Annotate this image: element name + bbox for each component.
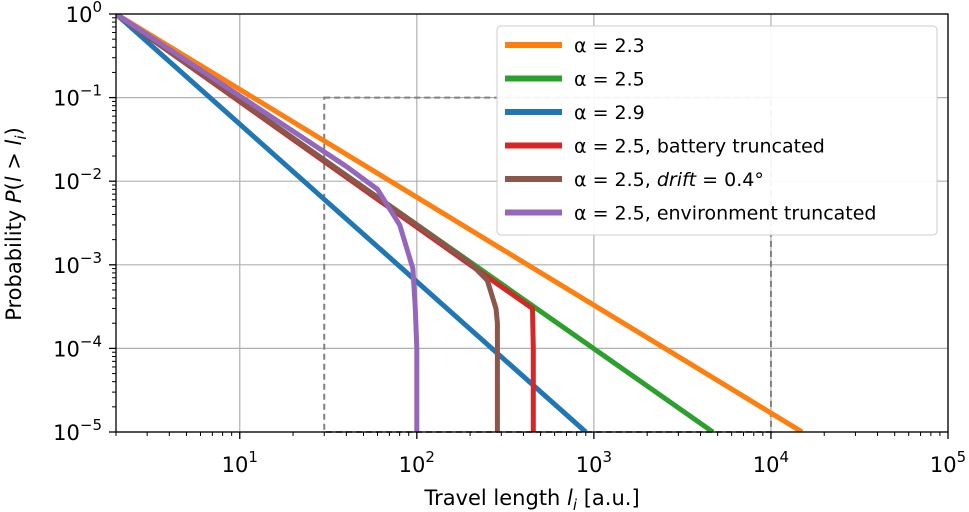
- series-line-5: [116, 14, 420, 432]
- y-tick-label: 10−1: [53, 82, 102, 111]
- y-tick-label: 10−4: [53, 332, 102, 361]
- series-line-2: [116, 14, 588, 432]
- legend: α = 2.3 α = 2.5 α = 2.9 α = 2.5, battery tr…: [496, 25, 938, 236]
- series-lines: [116, 14, 804, 432]
- series-line-0: [116, 14, 804, 432]
- y-tick-label: 100: [66, 0, 102, 27]
- legend-box: [496, 25, 938, 236]
- legend-label-2: α = 2.9: [574, 102, 645, 124]
- legend-label-0: α = 2.3: [574, 35, 645, 57]
- x-axis-label: Travel length li [a.u.]: [423, 486, 639, 512]
- y-tick-label: 10−2: [53, 165, 102, 194]
- y-tick-labels: 100 10−1 10−2 10−3 10−4 10−5: [53, 0, 102, 445]
- plot-frame: [115, 13, 949, 433]
- x-tick-label: 104: [753, 448, 789, 477]
- x-tick-label: 102: [399, 448, 435, 477]
- legend-label-3: α = 2.5, battery truncated: [574, 136, 825, 158]
- x-tick-label: 101: [222, 448, 258, 477]
- tick-marks: [109, 13, 949, 439]
- legend-label-1: α = 2.5: [574, 69, 645, 91]
- y-tick-label: 10−3: [53, 249, 102, 278]
- y-tick-label: 10−5: [53, 416, 102, 445]
- series-line-4: [116, 14, 500, 432]
- x-tick-labels: 101 102 103 104 105: [222, 448, 967, 477]
- y-axis-label: Probability P(l > li): [2, 127, 30, 321]
- x-tick-label: 103: [576, 448, 612, 477]
- legend-label-4: α = 2.5, drift = 0.4°: [574, 169, 764, 191]
- x-tick-label: 105: [930, 448, 966, 477]
- legend-label-5: α = 2.5, environment truncated: [574, 203, 877, 225]
